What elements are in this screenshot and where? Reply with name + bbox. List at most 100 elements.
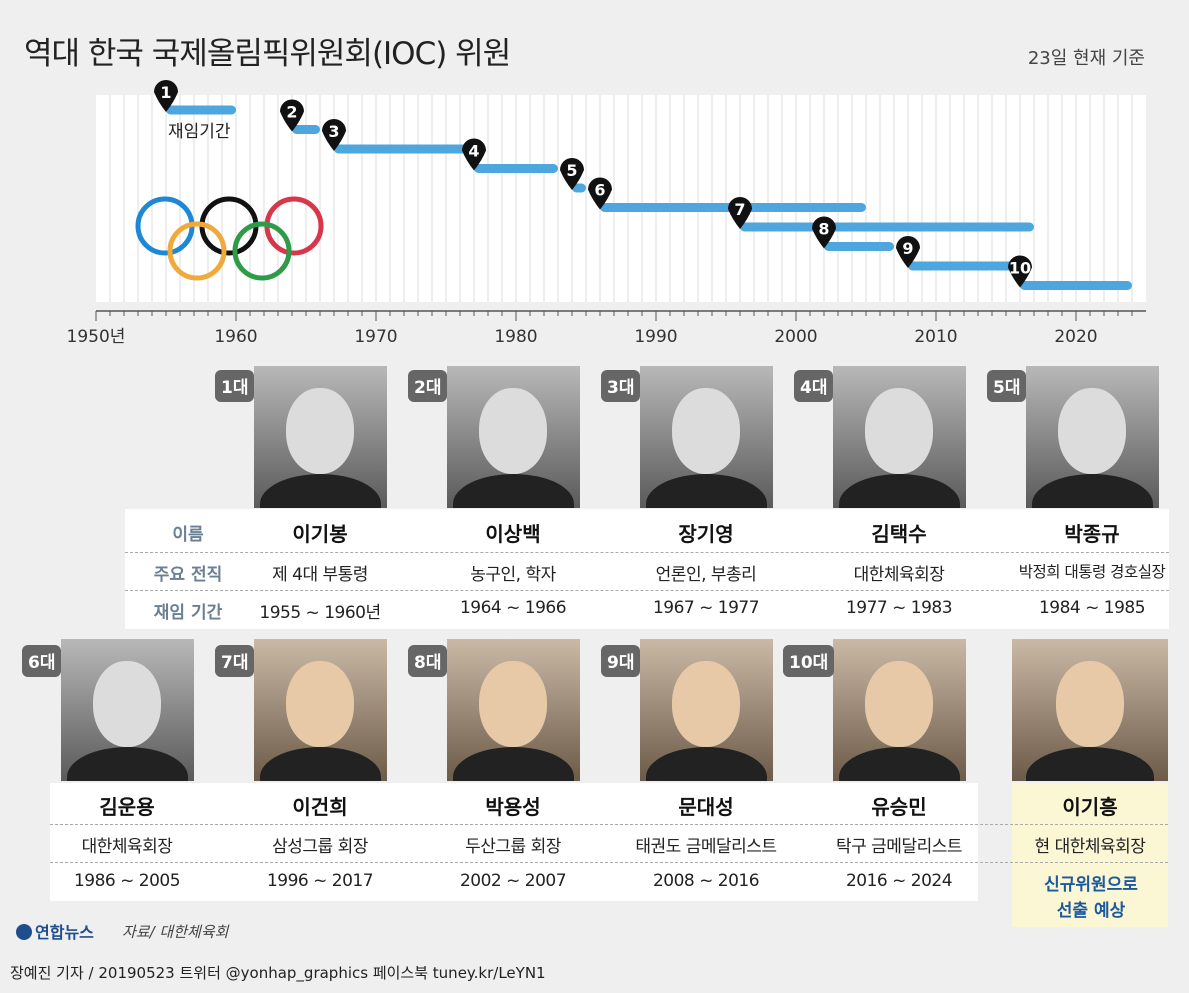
member-10-photo (833, 639, 966, 781)
member-1-period: 1955 ~ 1960년 (259, 603, 381, 623)
source-note: 자료/ 대한체육회 (122, 923, 229, 941)
tenure-marker-3: 3 (322, 119, 346, 151)
tenure-marker-9: 9 (896, 236, 920, 268)
member-6-period: 1986 ~ 2005 (73, 871, 181, 891)
tenure-marker-10: 10 (1008, 255, 1032, 288)
tenure-marker-5: 5 (560, 158, 584, 190)
member-9-position: 태권도 금메달리스트 (635, 837, 777, 857)
tenure-timeline-chart: 1 2 3 4 56 7 8 9 10 재임기간 1950년 1960 1970 1980 1990 20… (67, 80, 1146, 347)
member-10-badge: 10대 (783, 645, 835, 677)
member-5-photo (1026, 366, 1159, 508)
tenure-markers: 1 2 3 4 56 7 8 9 10 (154, 80, 1032, 288)
member-4-position: 대한체육회장 (853, 565, 945, 585)
member-3-period: 1967 ~ 1977 (652, 598, 760, 618)
member-10-name: 유승민 (871, 795, 927, 819)
svg-text:9: 9 (902, 239, 913, 258)
svg-text:5: 5 (566, 161, 577, 180)
member-5-position: 박정희 대통령 경호실장 (1018, 563, 1166, 581)
svg-text:4: 4 (468, 142, 479, 161)
tenure-bar-9 (908, 261, 1020, 271)
member-5-name: 박종규 (1064, 522, 1120, 546)
tenure-marker-4: 4 (462, 138, 486, 171)
new-member-highlight (1012, 783, 1168, 927)
member-6-photo (61, 639, 194, 781)
member-1-position: 제 4대 부통령 (272, 565, 368, 585)
new-member-note-1: 신규위원으로 (1044, 875, 1138, 895)
tick-label-1990: 1990 (634, 327, 677, 347)
member-4-badge: 4대 (794, 370, 834, 402)
tick-label-2020: 2020 (1054, 327, 1097, 347)
member-10-position: 탁구 금메달리스트 (835, 837, 963, 857)
tick-label-1950: 1950년 (67, 327, 126, 347)
tenure-marker-2: 2 (280, 99, 304, 132)
members-info-table-1 (125, 509, 1169, 629)
new-member-position: 현 대한체육회장 (1034, 837, 1146, 857)
tenure-marker-1: 1 (154, 80, 178, 112)
tenure-marker-8: 8 (812, 216, 836, 249)
tick-label-1980: 1980 (494, 327, 537, 347)
member-8-position: 두산그룹 회장 (465, 837, 561, 857)
logo-mark-icon (16, 924, 32, 940)
tenure-bars (166, 105, 1132, 290)
member-2-badge: 2대 (408, 370, 448, 402)
member-1-name: 이기봉 (292, 522, 348, 546)
olympic-rings-icon (135, 196, 324, 281)
member-7-photo (254, 639, 387, 781)
svg-text:2: 2 (286, 103, 297, 122)
member-6-position: 대한체육회장 (81, 837, 173, 857)
member-2-photo (447, 366, 580, 508)
member-2-position: 농구인, 학자 (470, 565, 556, 585)
tick-label-2000: 2000 (774, 327, 817, 347)
new-member-note-2: 선출 예상 (1056, 901, 1126, 921)
svg-text:10: 10 (1009, 259, 1031, 278)
yonhap-logo: 연합뉴스 (16, 919, 94, 943)
tenure-marker-7: 7 (728, 197, 752, 229)
member-5-badge: 5대 (987, 370, 1027, 402)
tenure-bar-3 (334, 144, 474, 154)
tenure-bar-8 (824, 242, 894, 251)
tenure-bar-10 (1020, 281, 1132, 290)
tenure-marker-6: 6 (588, 177, 612, 210)
row-label-period: 재임 기간 (153, 603, 223, 623)
member-7-position: 삼성그룹 회장 (272, 837, 368, 857)
member-1-badge: 1대 (215, 370, 255, 402)
member-4-name: 김택수 (871, 522, 927, 546)
tenure-bar-7 (740, 222, 1034, 232)
member-2-name: 이상백 (485, 522, 541, 546)
member-7-badge: 7대 (215, 645, 255, 677)
svg-text:1: 1 (160, 83, 171, 102)
member-6-name: 김운용 (99, 795, 155, 819)
member-4-photo (833, 366, 966, 508)
member-9-badge: 9대 (601, 645, 641, 677)
new-member-photo (1012, 639, 1168, 781)
tick-label-1960: 1960 (214, 327, 257, 347)
svg-text:6: 6 (594, 181, 605, 200)
tenure-bar-4 (474, 164, 558, 173)
member-8-photo (447, 639, 580, 781)
page-title: 역대 한국 국제올림픽위원회(IOC) 위원 (24, 36, 511, 72)
tenure-bar-2 (292, 125, 320, 134)
member-3-position: 언론인, 부총리 (655, 565, 757, 585)
tick-label-2010: 2010 (914, 327, 957, 347)
x-axis-tick-labels: 1950년 1960 1970 1980 1990 2000 2010 2020 (67, 327, 1098, 347)
member-2-period: 1964 ~ 1966 (459, 598, 567, 618)
member-7-period: 1996 ~ 2017 (266, 871, 374, 891)
row-label-name: 이름 (172, 525, 204, 545)
svg-text:8: 8 (818, 220, 829, 239)
member-3-name: 장기영 (678, 522, 734, 546)
member-1-photo (254, 366, 387, 508)
tenure-bar-5 (572, 183, 586, 193)
member-4-period: 1977 ~ 1983 (845, 598, 953, 618)
svg-text:7: 7 (734, 200, 745, 219)
as-of-note: 23일 현재 기준 (1027, 48, 1145, 69)
tenure-legend-label: 재임기간 (168, 122, 231, 142)
member-5-period: 1984 ~ 1985 (1038, 598, 1146, 618)
svg-text:3: 3 (328, 122, 339, 141)
credit-footer: 장예진 기자 / 20190523 트위터 @yonhap_graphics 페… (10, 964, 546, 982)
tenure-bar-1 (166, 105, 236, 115)
new-member-name: 이기흥 (1062, 795, 1118, 819)
x-axis-ticks (95, 311, 1133, 321)
member-10-period: 2016 ~ 2024 (845, 871, 953, 891)
member-9-period: 2008 ~ 2016 (652, 871, 760, 891)
gridlines (109, 95, 1133, 302)
